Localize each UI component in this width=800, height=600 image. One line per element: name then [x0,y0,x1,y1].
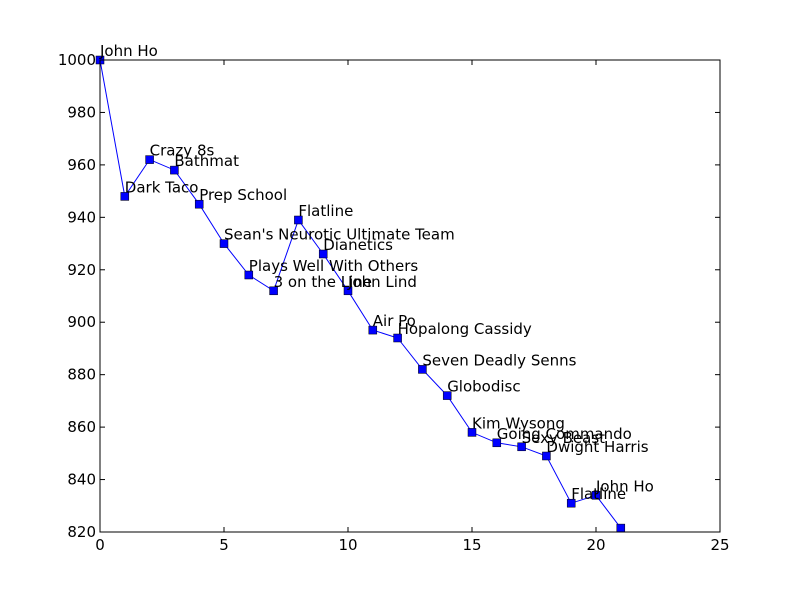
point-label: John Ho [595,477,654,495]
data-point [318,249,328,259]
y-tick-label: 820 [67,523,96,541]
point-label: Plays Well With Others [249,257,419,275]
plot-frame [99,59,721,533]
y-tick-label: 840 [67,471,96,489]
data-point [492,438,502,448]
point-label: Dwight Harris [546,438,648,456]
x-tick-label: 15 [462,536,481,554]
x-tick-label: 5 [219,536,229,554]
y-tick-label: 860 [67,418,96,436]
data-point [467,428,477,437]
data-point [368,325,378,335]
point-label: Prep School [199,186,287,204]
data-point [244,270,254,280]
data-point [591,491,601,500]
plot-background [100,60,720,532]
data-point [566,498,576,508]
data-point [219,239,229,248]
data-point [542,451,551,461]
data-point [517,442,526,452]
point-label: Crazy 8s [150,142,215,160]
point-label: Going Commando [497,425,632,443]
point-label: Kim Wysong [472,414,565,432]
x-tick-label: 25 [710,536,729,554]
data-point [194,199,204,209]
point-label: John Lind [347,273,417,291]
series-lines [99,59,622,529]
point-label: Air Po [373,312,416,330]
data-point [418,365,427,374]
point-label: Flatline [571,485,626,503]
y-tick-label: 960 [67,156,96,174]
point-label: Globodisc [447,378,520,396]
x-axis: 0 5 10 15 20 25 [95,60,730,554]
y-tick-label: 980 [67,103,96,121]
point-label: Dark Taco [125,178,199,196]
point-label: Seven Deadly Senns [422,351,576,369]
point-label: Sexy Beast [522,429,606,447]
series-line [99,59,622,529]
y-axis: 820 840 860 880 900 920 940 960 980 1000 [58,51,720,541]
point-label: Flatline [298,202,353,220]
x-tick-label: 20 [586,536,605,554]
data-point [442,391,452,400]
data-point [269,286,278,296]
data-point [170,165,179,175]
data-point [294,215,303,225]
point-label: Hopalong Cassidy [398,320,532,338]
data-point [120,192,130,201]
x-tick-label: 0 [95,536,105,554]
point-label: John Ho [99,42,158,60]
point-label: 3 on the Line [274,273,372,291]
y-tick-label: 880 [67,366,96,384]
x-tick-label: 10 [338,536,357,554]
data-point [616,523,626,533]
y-tick-label: 900 [67,313,96,331]
data-point [343,286,353,296]
point-label: Bathmat [174,152,239,170]
data-point [393,333,402,343]
data-point [145,155,154,164]
y-tick-label: 1000 [58,51,96,69]
y-tick-label: 920 [67,261,96,279]
y-tick-label: 940 [67,208,96,226]
point-label: Sean's Neurotic Ultimate Team [224,226,455,244]
point-label: Dianetics [323,236,393,254]
